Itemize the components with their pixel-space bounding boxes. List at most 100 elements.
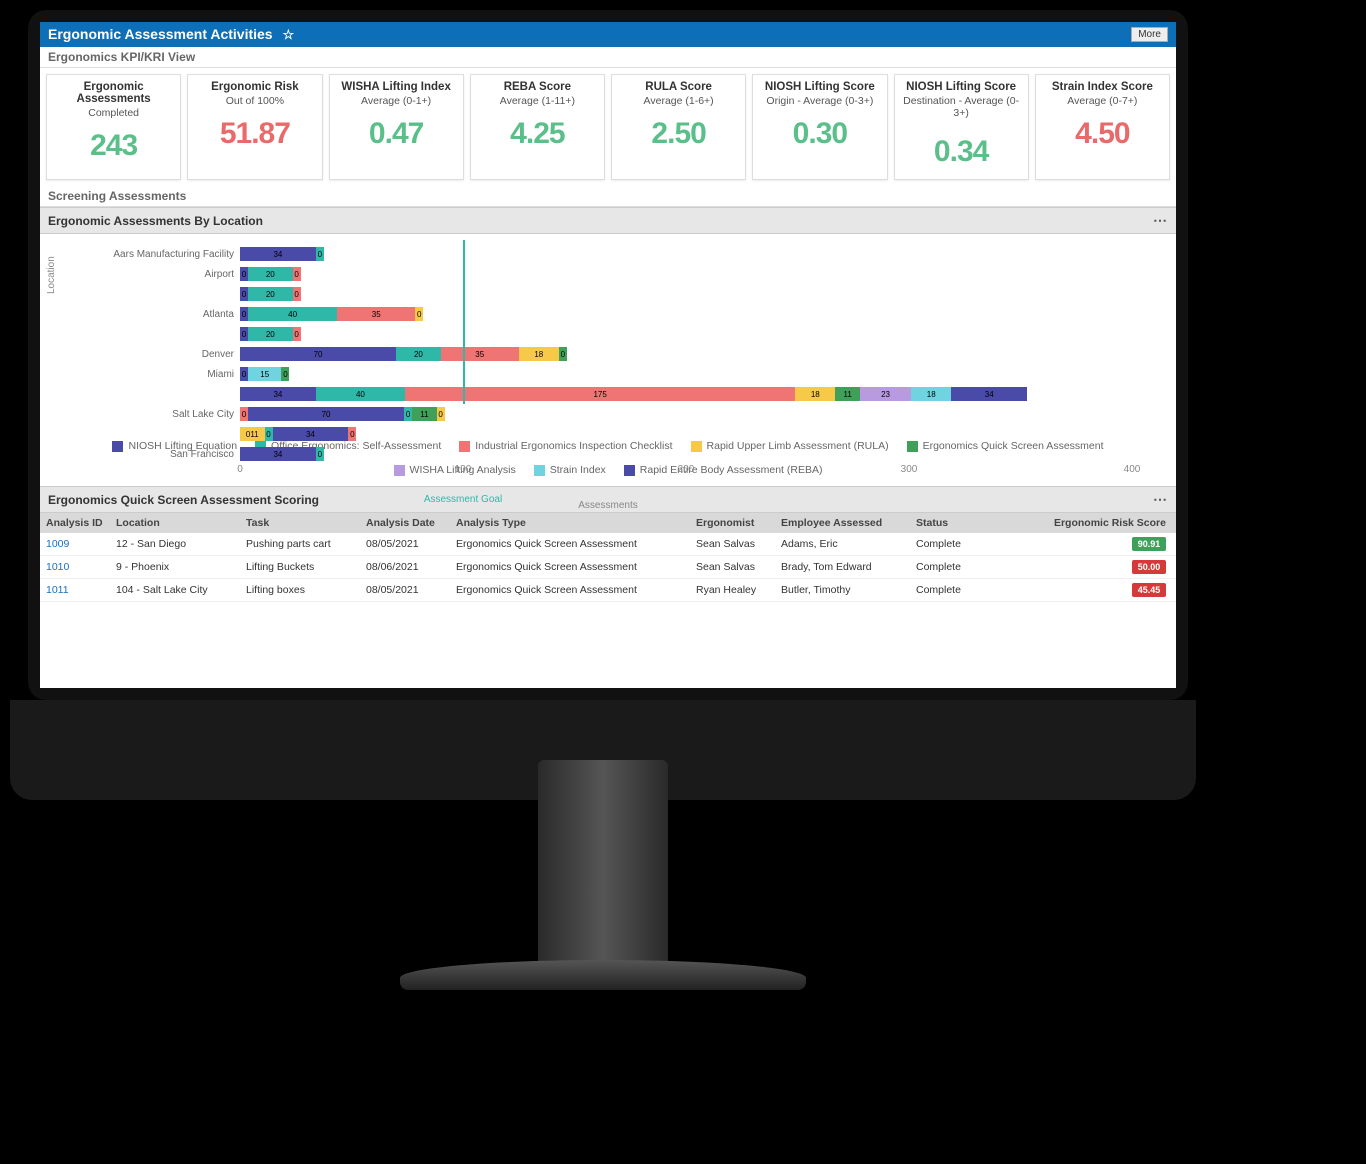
bar-segment[interactable]: 70 bbox=[240, 347, 396, 361]
bar-segment[interactable]: 34 bbox=[273, 427, 349, 441]
bar-segment[interactable]: 40 bbox=[248, 307, 337, 321]
cell-location: 12 - San Diego bbox=[110, 538, 240, 550]
chart-bars[interactable]: 0200 bbox=[240, 287, 301, 301]
cell-employee: Brady, Tom Edward bbox=[775, 561, 910, 573]
column-header[interactable]: Status bbox=[910, 517, 1010, 529]
bar-segment[interactable]: 0 bbox=[240, 307, 248, 321]
column-header[interactable]: Analysis Type bbox=[450, 517, 690, 529]
bar-segment[interactable]: 0 bbox=[437, 407, 445, 421]
chart-bars[interactable]: 702035180 bbox=[240, 347, 567, 361]
kpi-card[interactable]: WISHA Lifting IndexAverage (0-1+)0.47 bbox=[329, 74, 464, 180]
bar-segment[interactable]: 34 bbox=[951, 387, 1027, 401]
analysis-id-link[interactable]: 1009 bbox=[46, 538, 69, 550]
bar-segment[interactable]: 35 bbox=[337, 307, 415, 321]
kpi-subtitle: Average (0-1+) bbox=[332, 95, 461, 107]
chart-bars[interactable]: 0700110 bbox=[240, 407, 445, 421]
bar-segment[interactable]: 0 bbox=[293, 327, 301, 341]
bar-segment[interactable]: 35 bbox=[441, 347, 519, 361]
kpi-card[interactable]: REBA ScoreAverage (1-11+)4.25 bbox=[470, 74, 605, 180]
chart-row: Miami0150 bbox=[105, 364, 1156, 384]
bar-segment[interactable]: 20 bbox=[396, 347, 441, 361]
bar-segment[interactable]: 11 bbox=[835, 387, 860, 401]
bar-segment[interactable]: 11 bbox=[412, 407, 437, 421]
chart-row: 0110340 bbox=[105, 424, 1156, 444]
column-header[interactable]: Analysis Date bbox=[360, 517, 450, 529]
bar-segment[interactable]: 0 bbox=[293, 287, 301, 301]
chart-bars[interactable]: 0150 bbox=[240, 367, 289, 381]
bar-segment[interactable]: 20 bbox=[248, 287, 293, 301]
chart-bars[interactable]: 0200 bbox=[240, 327, 301, 341]
column-header[interactable]: Analysis ID bbox=[40, 517, 110, 529]
bar-segment[interactable]: 40 bbox=[316, 387, 405, 401]
chart-bars[interactable]: 0110340 bbox=[240, 427, 356, 441]
kpi-card[interactable]: NIOSH Lifting ScoreOrigin - Average (0-3… bbox=[752, 74, 887, 180]
cell-task: Lifting boxes bbox=[240, 584, 360, 596]
table-row[interactable]: 100912 - San DiegoPushing parts cart08/0… bbox=[40, 533, 1176, 556]
xaxis-tick: 100 bbox=[455, 464, 472, 475]
bar-segment[interactable]: 011 bbox=[240, 427, 265, 441]
bar-segment[interactable]: 34 bbox=[240, 447, 316, 461]
kpi-subtitle: Destination - Average (0-3+) bbox=[897, 95, 1026, 119]
chart-bars[interactable]: 340 bbox=[240, 447, 324, 461]
table-row[interactable]: 10109 - PhoenixLifting Buckets08/06/2021… bbox=[40, 556, 1176, 579]
column-header[interactable]: Task bbox=[240, 517, 360, 529]
bar-segment[interactable]: 0 bbox=[240, 407, 248, 421]
table-row[interactable]: 1011104 - Salt Lake CityLifting boxes08/… bbox=[40, 579, 1176, 602]
xaxis-tick: 400 bbox=[1124, 464, 1141, 475]
column-header[interactable]: Location bbox=[110, 517, 240, 529]
bar-segment[interactable]: 0 bbox=[404, 407, 412, 421]
bar-segment[interactable]: 0 bbox=[281, 367, 289, 381]
cell-ergonomist: Sean Salvas bbox=[690, 561, 775, 573]
bar-segment[interactable]: 0 bbox=[240, 367, 248, 381]
chart-bars[interactable]: 0200 bbox=[240, 267, 301, 281]
bar-segment[interactable]: 0 bbox=[316, 447, 324, 461]
kpi-card[interactable]: NIOSH Lifting ScoreDestination - Average… bbox=[894, 74, 1029, 180]
kpi-value: 4.25 bbox=[473, 117, 602, 151]
bar-segment[interactable]: 0 bbox=[265, 427, 273, 441]
analysis-id-link[interactable]: 1011 bbox=[46, 584, 69, 596]
bar-segment[interactable]: 18 bbox=[911, 387, 951, 401]
bar-segment[interactable]: 0 bbox=[415, 307, 423, 321]
bar-segment[interactable]: 0 bbox=[240, 267, 248, 281]
goal-line bbox=[463, 240, 465, 404]
kpi-card[interactable]: Ergonomic AssessmentsCompleted243 bbox=[46, 74, 181, 180]
analysis-id-link[interactable]: 1010 bbox=[46, 561, 69, 573]
column-header[interactable]: Ergonomic Risk Score bbox=[1010, 517, 1176, 529]
chart-row: Denver702035180 bbox=[105, 344, 1156, 364]
bar-segment[interactable]: 20 bbox=[248, 267, 293, 281]
page-title: Ergonomic Assessment Activities bbox=[48, 26, 273, 42]
bar-segment[interactable]: 70 bbox=[248, 407, 404, 421]
kpi-title: Ergonomic Risk bbox=[190, 81, 319, 93]
bar-segment[interactable]: 23 bbox=[860, 387, 911, 401]
chart-bars[interactable]: 340 bbox=[240, 247, 324, 261]
bar-segment[interactable]: 0 bbox=[316, 247, 324, 261]
bar-segment[interactable]: 34 bbox=[240, 387, 316, 401]
column-header[interactable]: Employee Assessed bbox=[775, 517, 910, 529]
chart-bars[interactable]: 34401751811231834 bbox=[240, 387, 1027, 401]
kpi-subtitle: Origin - Average (0-3+) bbox=[755, 95, 884, 107]
bar-segment[interactable]: 0 bbox=[348, 427, 356, 441]
bar-segment[interactable]: 18 bbox=[795, 387, 835, 401]
chart-menu-icon[interactable]: ⋯ bbox=[1153, 212, 1168, 229]
bar-segment[interactable]: 20 bbox=[248, 327, 293, 341]
bar-segment[interactable]: 34 bbox=[240, 247, 316, 261]
chart-bars[interactable]: 040350 bbox=[240, 307, 423, 321]
chart-row-label: Miami bbox=[105, 369, 240, 380]
cell-type: Ergonomics Quick Screen Assessment bbox=[450, 538, 690, 550]
more-button[interactable]: More bbox=[1131, 27, 1168, 42]
bar-segment[interactable]: 0 bbox=[559, 347, 567, 361]
kpi-card[interactable]: Ergonomic RiskOut of 100%51.87 bbox=[187, 74, 322, 180]
kpi-card[interactable]: RULA ScoreAverage (1-6+)2.50 bbox=[611, 74, 746, 180]
bar-segment[interactable]: 18 bbox=[519, 347, 559, 361]
bar-segment[interactable]: 0 bbox=[293, 267, 301, 281]
kpi-title: Strain Index Score bbox=[1038, 81, 1167, 93]
bar-segment[interactable]: 15 bbox=[248, 367, 281, 381]
chart-title: Ergonomic Assessments By Location bbox=[48, 214, 263, 228]
favorite-star-icon[interactable]: ☆ bbox=[283, 27, 295, 42]
kpi-card[interactable]: Strain Index ScoreAverage (0-7+)4.50 bbox=[1035, 74, 1170, 180]
bar-segment[interactable]: 0 bbox=[240, 287, 248, 301]
kpi-title: WISHA Lifting Index bbox=[332, 81, 461, 93]
kpi-section-title: Ergonomics KPI/KRI View bbox=[40, 47, 1176, 68]
column-header[interactable]: Ergonomist bbox=[690, 517, 775, 529]
bar-segment[interactable]: 0 bbox=[240, 327, 248, 341]
